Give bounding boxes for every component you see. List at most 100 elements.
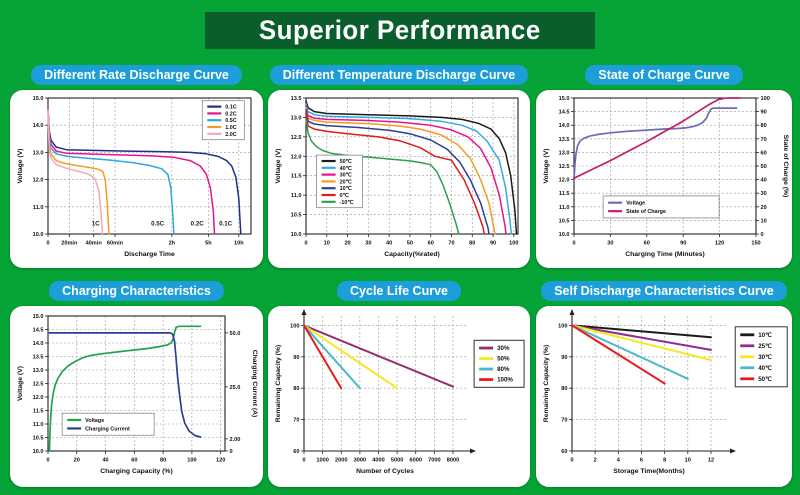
svg-text:0: 0 (304, 241, 307, 247)
svg-text:0.5C: 0.5C (151, 220, 165, 227)
svg-text:20℃: 20℃ (340, 178, 352, 185)
svg-text:50℃: 50℃ (340, 158, 352, 165)
svg-text:0: 0 (302, 458, 305, 464)
svg-text:0.2C: 0.2C (225, 111, 236, 117)
svg-text:90: 90 (561, 355, 567, 361)
svg-text:120: 120 (216, 458, 225, 464)
svg-text:80: 80 (561, 386, 567, 392)
svg-text:8000: 8000 (447, 458, 459, 464)
chart-header-state-of-charge: State of Charge Curve (585, 65, 743, 85)
svg-text:2: 2 (594, 458, 597, 464)
svg-text:12.0: 12.0 (291, 154, 302, 160)
self-discharge-chart: 0 2 4 6 8 10 12 60 70 80 90 100 Storage Time(Months)… (543, 309, 788, 475)
svg-text:5h: 5h (205, 241, 212, 247)
svg-text:80%: 80% (497, 366, 510, 373)
svg-text:100: 100 (509, 241, 518, 247)
svg-text:50.0: 50.0 (230, 331, 241, 337)
svg-text:0: 0 (570, 458, 573, 464)
svg-text:10h: 10h (234, 241, 244, 247)
svg-text:40: 40 (386, 241, 392, 247)
chart-header-rate-discharge: Different Rate Discharge Curve (31, 65, 242, 85)
svg-text:6: 6 (640, 458, 643, 464)
rate-discharge-chart: 0 20min 40min 60min 2h 5h 10h 10.0 11.0 12.0 13.0 1… (17, 96, 252, 258)
svg-text:0.1C: 0.1C (219, 220, 233, 227)
svg-text:0: 0 (230, 449, 233, 455)
svg-text:11.0: 11.0 (33, 422, 44, 428)
svg-text:13.5: 13.5 (33, 355, 44, 361)
chart-card-charging-characteristics: 0 20 40 60 80 100 120 10.0 10.5 11.0 11.5 12.0 12.5 1… (10, 306, 263, 487)
svg-text:70: 70 (761, 137, 767, 143)
svg-text:80: 80 (160, 458, 166, 464)
svg-text:10: 10 (685, 458, 691, 464)
svg-text:12.0: 12.0 (33, 395, 44, 401)
chart-card-state-of-charge: 0 30 60 90 120 150 10.0 10.5 11.0 11.5 12.0 12.5 13.… (536, 90, 792, 268)
svg-text:12.0: 12.0 (33, 178, 44, 184)
svg-text:Voltage (V): Voltage (V) (275, 149, 282, 184)
svg-text:50℃: 50℃ (758, 376, 772, 383)
svg-text:Voltage (V): Voltage (V) (17, 149, 24, 184)
svg-text:2000: 2000 (335, 458, 347, 464)
svg-text:State of Charge (%): State of Charge (%) (782, 135, 789, 198)
svg-text:Charging Capacity (%): Charging Capacity (%) (100, 468, 173, 475)
svg-text:4: 4 (617, 458, 621, 464)
svg-text:60: 60 (293, 449, 299, 455)
panel-rate-discharge: Different Rate Discharge Curve 0 20min 40m… (10, 64, 263, 268)
svg-text:Voltage: Voltage (626, 201, 645, 207)
svg-text:7000: 7000 (428, 458, 440, 464)
svg-text:12.5: 12.5 (33, 382, 44, 388)
svg-text:12.0: 12.0 (559, 178, 570, 184)
svg-text:40: 40 (102, 458, 108, 464)
temperature-discharge-chart: 0 10 20 30 40 50 60 70 80 90 100 10.0 10.5 11.0 11.5 12… (275, 96, 519, 258)
svg-text:30℃: 30℃ (758, 354, 772, 361)
svg-text:50: 50 (407, 241, 413, 247)
svg-text:60min: 60min (107, 241, 124, 247)
svg-text:10.0: 10.0 (291, 232, 302, 238)
svg-text:30: 30 (365, 241, 371, 247)
svg-text:40min: 40min (86, 241, 103, 247)
svg-text:10.5: 10.5 (559, 218, 570, 224)
svg-text:50%: 50% (497, 356, 510, 363)
svg-text:15.0: 15.0 (559, 96, 570, 102)
svg-text:0.1C: 0.1C (225, 105, 236, 111)
page-title: Superior Performance (259, 15, 541, 45)
svg-text:60: 60 (131, 458, 137, 464)
svg-text:70: 70 (293, 418, 299, 424)
svg-text:10: 10 (761, 218, 767, 224)
svg-text:1.0C: 1.0C (225, 125, 236, 131)
panel-cycle-life: Cycle Life Curve 0 1000 2000 3000 4000 5000 60… (268, 280, 530, 487)
svg-text:Charging Current: Charging Current (85, 426, 130, 432)
svg-text:10℃: 10℃ (340, 185, 352, 192)
svg-text:14.0: 14.0 (33, 341, 44, 347)
svg-text:40℃: 40℃ (758, 365, 772, 372)
svg-text:80: 80 (293, 386, 299, 392)
svg-text:150: 150 (751, 241, 760, 247)
svg-text:2.0C: 2.0C (225, 132, 236, 138)
svg-text:10.0: 10.0 (33, 449, 44, 455)
svg-text:100: 100 (558, 323, 567, 329)
svg-text:15.0: 15.0 (33, 96, 44, 102)
state-of-charge-chart: 0 30 60 90 120 150 10.0 10.5 11.0 11.5 12.0 12.5 13.… (543, 96, 789, 258)
svg-text:Voltage: Voltage (85, 418, 104, 424)
svg-text:60: 60 (644, 241, 650, 247)
svg-text:15.0: 15.0 (33, 314, 44, 320)
svg-text:12.5: 12.5 (291, 135, 302, 141)
svg-text:0.5C: 0.5C (225, 118, 236, 124)
svg-text:Voltage (V): Voltage (V) (17, 366, 24, 401)
svg-text:90: 90 (293, 355, 299, 361)
svg-text:20: 20 (761, 205, 767, 211)
svg-text:30%: 30% (497, 345, 510, 352)
svg-text:80: 80 (469, 241, 475, 247)
title-banner: Superior Performance (205, 12, 595, 49)
svg-text:20: 20 (74, 458, 80, 464)
svg-text:100: 100 (761, 96, 770, 102)
panel-charging-characteristics: Charging Characteristics 0 20 40 60 80 100 120… (10, 280, 263, 487)
svg-text:10.0: 10.0 (33, 232, 44, 238)
svg-text:Charging Current (A): Charging Current (A) (251, 350, 258, 418)
svg-text:12: 12 (708, 458, 714, 464)
svg-text:100: 100 (290, 323, 299, 329)
svg-text:Number of Cycles: Number of Cycles (356, 468, 414, 475)
svg-text:8: 8 (663, 458, 666, 464)
chart-card-cycle-life: 0 1000 2000 3000 4000 5000 6000 7000 8000 60 70 80 9… (268, 306, 530, 487)
svg-text:10: 10 (324, 241, 330, 247)
